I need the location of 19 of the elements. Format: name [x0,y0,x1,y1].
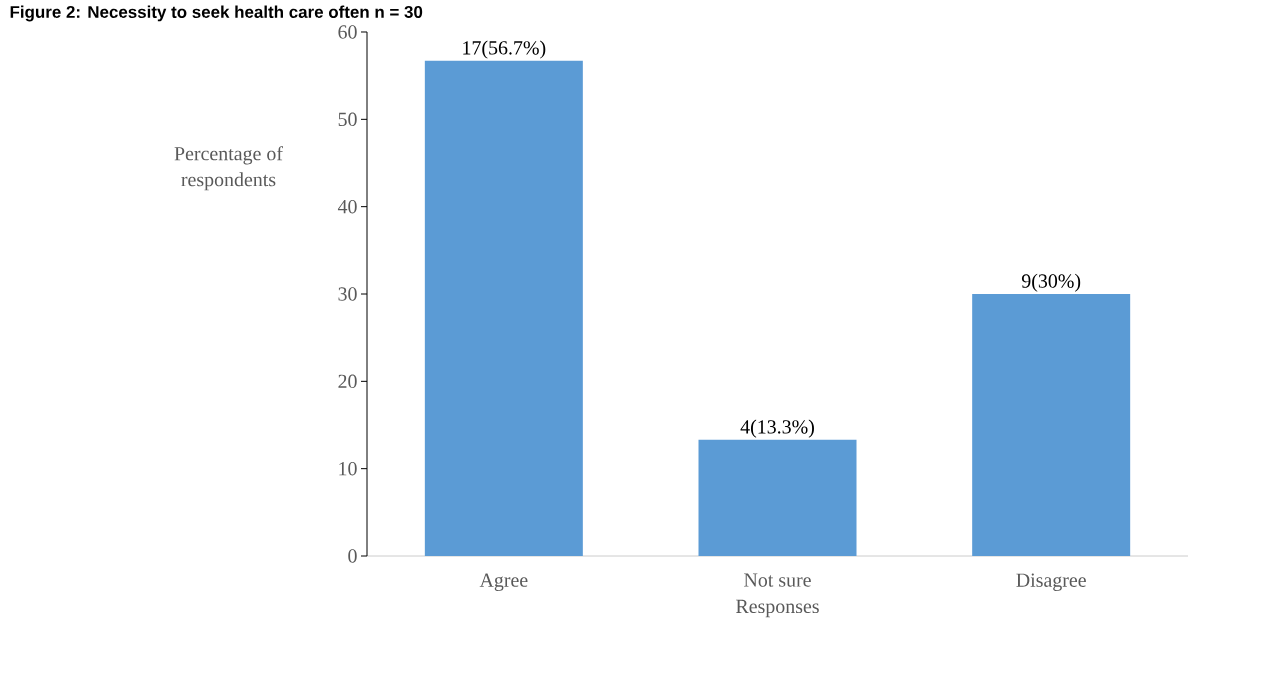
y-tick-label: 40 [337,199,357,214]
data-label: 9(30%) [1021,273,1081,292]
text: Figure 2: Necessity to seek health care often n = 30 [10,5,423,22]
y-axis-title: Percentage of respondents [174,146,283,191]
data-label: 4(13.3%) [740,419,814,438]
x-tick-label: Not sure [744,573,811,587]
y-tick-label: 10 [339,461,357,476]
x-tick-label: Disagree [1016,573,1086,592]
y-tick-label: 20 [338,374,357,389]
y-tick-label: 60 [338,25,357,39]
data-label: 17(56.7%) [463,40,546,59]
bar [698,439,857,556]
y-tick-label: 0 [348,549,357,563]
x-axis-title: Responses [736,599,819,618]
y-tick-label: 30 [338,287,357,301]
y-tick-label: 50 [338,112,357,127]
bar [424,60,583,556]
x-tick-label: Agree [479,573,528,591]
bar [972,294,1131,556]
